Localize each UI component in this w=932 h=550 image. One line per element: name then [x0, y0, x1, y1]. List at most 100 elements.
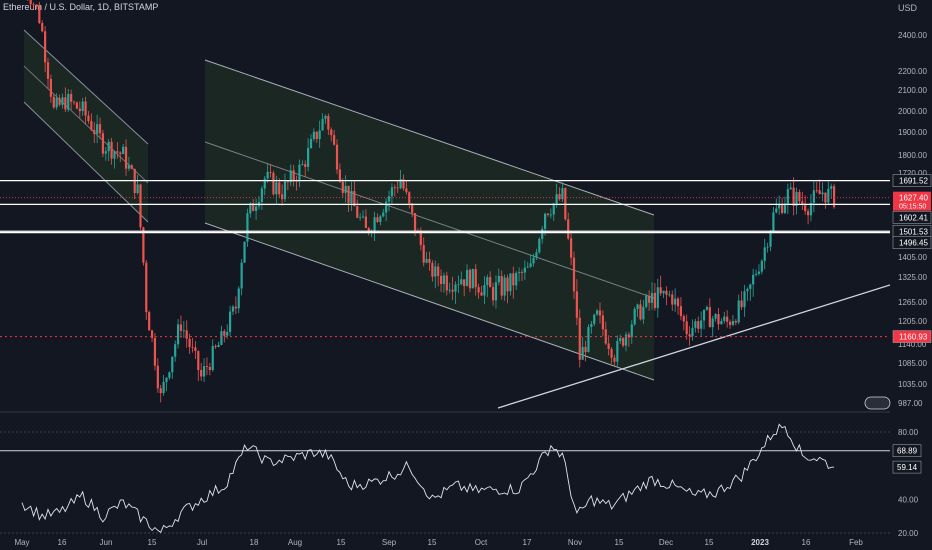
candle-body	[442, 275, 446, 285]
candle-body	[315, 131, 318, 140]
channel-1-mid	[23, 65, 149, 184]
candle-body	[333, 135, 336, 145]
candle-body	[359, 216, 362, 218]
trendline-support	[497, 284, 891, 409]
candle-body	[480, 292, 483, 296]
candle-body	[708, 307, 711, 328]
candle-body	[289, 170, 292, 183]
candle-body	[335, 144, 339, 170]
candle-body	[350, 191, 353, 203]
channel-2-upper	[204, 59, 655, 216]
candle-body	[734, 320, 737, 323]
candle-body	[650, 292, 654, 303]
candle-body	[457, 284, 460, 285]
time-tick-label: Dec	[659, 538, 673, 547]
candle-body	[711, 318, 714, 328]
candle-body	[393, 187, 396, 189]
candle-body	[191, 347, 194, 348]
time-tick-label: Jul	[197, 538, 207, 547]
candle-body	[806, 211, 810, 216]
candle-body	[648, 295, 651, 303]
candle-body	[376, 217, 379, 222]
candle-body	[567, 219, 570, 239]
candle-body	[390, 187, 394, 197]
candle-body	[223, 331, 226, 336]
level-value-tag: 1501.53	[899, 227, 928, 236]
candle-body	[373, 217, 376, 232]
candle-body	[32, 4, 35, 6]
candle-body	[283, 181, 287, 200]
candle-body	[150, 330, 154, 338]
price-tick-label: 1205.00	[898, 317, 927, 326]
candle-body	[119, 152, 122, 154]
channel-1-lower	[23, 101, 149, 223]
candle-body	[286, 181, 289, 183]
candle-body	[145, 262, 148, 313]
candle-body	[179, 324, 183, 331]
candle-body	[622, 338, 625, 346]
candle-body	[671, 294, 674, 305]
candle-body	[809, 202, 813, 216]
candle-body	[532, 257, 535, 264]
oscillator-last-value: 59.14	[897, 463, 918, 472]
candle-body	[778, 204, 781, 209]
candle-body	[789, 187, 792, 190]
candle-body	[156, 365, 159, 389]
level-value-tag-box	[892, 330, 932, 343]
level-value-tag: 1496.45	[899, 239, 928, 248]
oscillator-level-tag: 68.89	[897, 447, 918, 456]
candle-body	[783, 203, 787, 213]
candle-body	[731, 320, 735, 325]
level-value-tag: 1160.93	[899, 333, 928, 342]
candle-body	[517, 272, 521, 273]
candle-body	[324, 115, 327, 119]
price-tick-label: 1035.00	[898, 380, 927, 389]
candle-body	[688, 334, 691, 337]
candle-body	[341, 181, 344, 193]
candle-body	[506, 277, 509, 292]
candle-body	[252, 203, 255, 211]
candle-body	[165, 377, 168, 383]
price-tick-label: 1140.00	[898, 340, 927, 349]
candle-body	[411, 203, 414, 214]
candle-body	[408, 192, 411, 204]
candle-body	[243, 241, 246, 263]
candle-body	[572, 257, 576, 292]
candle-body	[786, 189, 789, 204]
candle-body	[185, 330, 188, 339]
candle-body	[717, 314, 720, 325]
candle-body	[827, 188, 830, 203]
candle-body	[434, 266, 437, 277]
candle-body	[780, 204, 784, 213]
candle-body	[312, 131, 315, 139]
candle-body	[101, 133, 105, 154]
candle-body	[543, 213, 547, 229]
candle-body	[41, 23, 44, 32]
candle-body	[159, 388, 162, 394]
price-tick-label: 1325.00	[898, 273, 927, 282]
candle-body	[93, 129, 96, 134]
candle-body	[752, 274, 755, 285]
candle-body	[226, 331, 229, 336]
candle-body	[552, 203, 555, 215]
candle-body	[489, 277, 492, 288]
price-tick-label: 1265.00	[898, 298, 927, 307]
candle-body	[746, 288, 749, 292]
chart-title: Ethereum / U.S. Dollar, 1D, BITSTAMP	[3, 2, 159, 12]
candle-body	[263, 178, 266, 189]
candle-body	[278, 182, 281, 195]
time-tick-label: 2023	[751, 538, 769, 547]
candle-body	[249, 203, 252, 214]
candle-body	[558, 194, 561, 200]
candle-body	[491, 287, 495, 301]
candle-body	[526, 266, 529, 268]
candle-body	[685, 321, 688, 335]
candle-body	[344, 185, 347, 193]
candle-body	[298, 164, 301, 182]
candle-body	[61, 97, 64, 105]
candle-body	[44, 31, 47, 63]
candle-body	[75, 102, 79, 109]
candle-body	[153, 337, 157, 366]
candle-body	[176, 324, 180, 345]
